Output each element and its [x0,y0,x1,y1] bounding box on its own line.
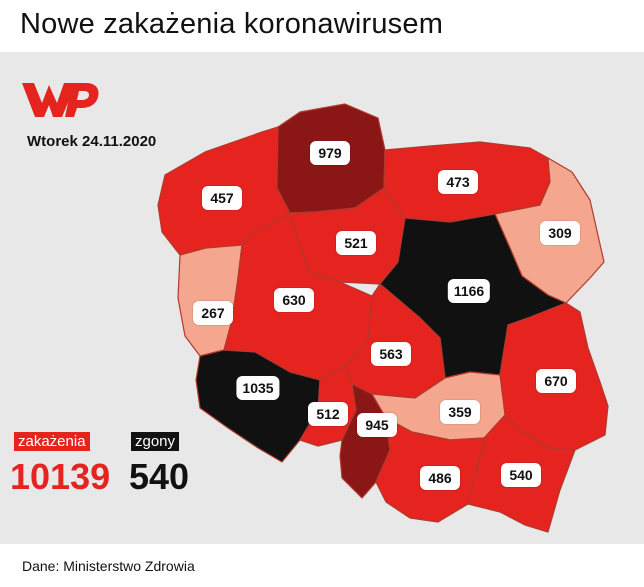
header: Nowe zakażenia koronawirusem [0,0,644,52]
region-value-label: 521 [336,231,376,255]
region-value-label: 359 [440,400,480,424]
source-note: Dane: Ministerstwo Zdrowia [22,558,195,574]
region-value-label: 512 [308,402,348,426]
region-value-label: 1035 [236,376,280,400]
infections-total: 10139 [10,456,111,497]
wp-logo [22,83,99,117]
deaths-label: zgony [131,432,180,451]
region-value-label: 670 [536,369,576,393]
date-label: Wtorek 24.11.2020 [27,133,157,150]
region-value-label: 1166 [447,279,491,303]
region-value-label: 457 [202,186,242,210]
region-value-label: 473 [438,170,478,194]
region-value-label: 945 [357,413,397,437]
page-title: Nowe zakażenia koronawirusem [20,8,444,40]
region-value-label: 309 [540,221,580,245]
region-value-label: 563 [371,342,411,366]
deaths-total: 540 [129,456,190,497]
region-value-label: 630 [274,288,314,312]
region-value-label: 267 [193,301,233,325]
region-value-label: 979 [310,141,350,165]
region-value-label: 486 [420,466,460,490]
infections-label: zakażenia [14,432,90,451]
region-value-label: 540 [501,463,541,487]
